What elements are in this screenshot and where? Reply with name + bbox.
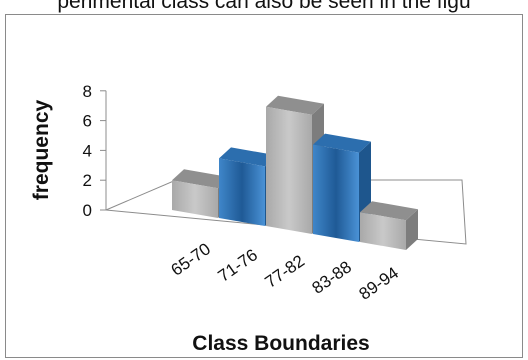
bar-front-face [266,107,312,234]
x-tick-label: 77-82 [262,251,309,292]
y-tick-label: 8 [83,82,92,101]
x-tick-label: 71-76 [215,245,262,286]
x-axis-title: Class Boundaries [192,332,369,355]
y-tick-label: 0 [83,201,92,220]
bar-front-face [313,145,359,242]
x-tick-label: 83-88 [309,257,356,298]
y-tick-label: 6 [83,112,92,131]
bar-front-face [219,158,265,226]
x-tick-label: 65-70 [168,239,215,280]
y-axis-title: frequency [30,100,53,201]
bar-89-94 [360,201,418,250]
y-tick-label: 4 [83,141,92,160]
x-tick-label: 89-94 [356,263,403,304]
y-tick-label: 2 [83,171,92,190]
